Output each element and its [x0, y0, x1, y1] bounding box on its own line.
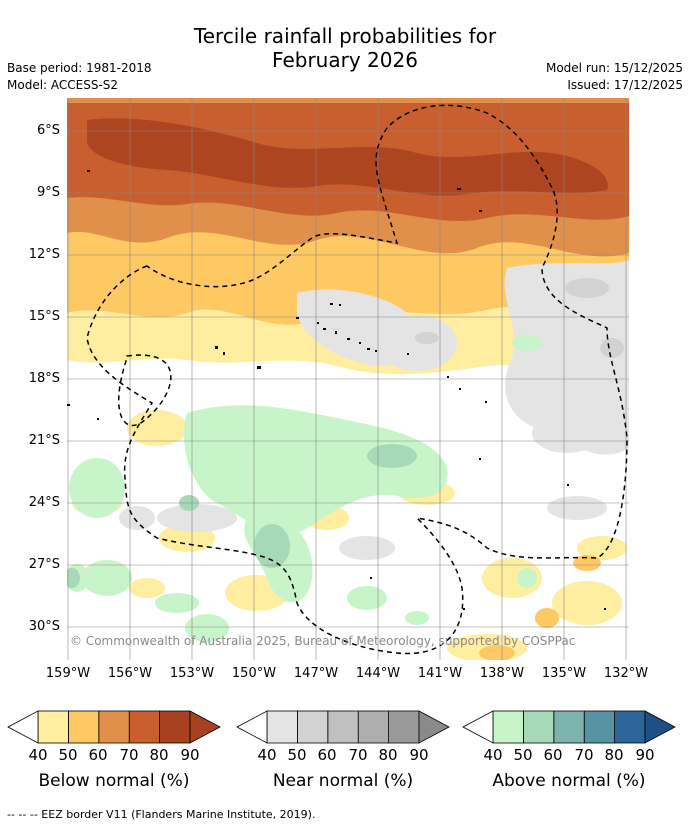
colorbar-segment	[266, 710, 298, 744]
cbar-above-tick: 60	[543, 746, 563, 764]
eez-border-main	[86, 104, 628, 655]
colorbar-segment	[98, 710, 130, 744]
copyright-credit: © Commonwealth of Australia 2025, Bureau…	[70, 634, 576, 648]
lon-label: 147°W	[293, 666, 339, 681]
colorbar-segment	[68, 710, 100, 744]
colorbar-near-high-arrow	[418, 710, 450, 744]
cbar-above-tick: 90	[635, 746, 655, 764]
map-title-line1: Tercile rainfall probabilities for	[193, 24, 497, 48]
colorbar-near-low-arrow	[236, 710, 268, 744]
colorbar-above-high-arrow	[644, 710, 676, 744]
colorbar-below-label: Below normal (%)	[38, 771, 190, 791]
issued-date: Issued: 17/12/2025	[567, 78, 683, 92]
colorbar-near-label: Near normal (%)	[272, 771, 414, 791]
lon-label: 153°W	[169, 666, 215, 681]
colorbar-above	[462, 710, 676, 744]
colorbar-below	[7, 710, 221, 744]
near-normal-50	[415, 278, 624, 358]
lat-label: 27°S	[28, 557, 60, 572]
colorbar-below-high-arrow	[189, 710, 221, 744]
cbar-below-tick: 70	[119, 746, 139, 764]
colorbar-segment	[523, 710, 555, 744]
lat-label: 18°S	[28, 371, 60, 386]
lat-gridlines	[67, 130, 629, 628]
cbar-below-tick: 50	[58, 746, 78, 764]
colorbar-near	[236, 710, 450, 744]
eez-border	[118, 354, 172, 427]
below-scatter-50	[479, 555, 601, 660]
cbar-near-tick: 60	[317, 746, 337, 764]
colorbar-segment	[614, 710, 646, 744]
colorbar-segment	[553, 710, 585, 744]
lon-label: 138°W	[479, 666, 525, 681]
lat-label: 9°S	[36, 185, 60, 200]
cbar-below-tick: 60	[88, 746, 108, 764]
lon-label: 150°W	[231, 666, 277, 681]
lon-gridlines	[67, 98, 627, 660]
colorbar-segment	[296, 710, 329, 744]
below-80-patch-1	[87, 118, 608, 196]
cbar-below-tick: 40	[28, 746, 48, 764]
lat-label: 12°S	[28, 247, 60, 262]
cbar-near-tick: 80	[378, 746, 398, 764]
lat-label: 15°S	[28, 309, 60, 324]
lon-label: 135°W	[541, 666, 587, 681]
cbar-above-tick: 50	[513, 746, 533, 764]
lon-label: 159°W	[45, 666, 91, 681]
colorbar-segment	[357, 710, 390, 744]
cbar-near-tick: 70	[348, 746, 368, 764]
lat-label: 30°S	[28, 619, 60, 634]
colorbar-above-label: Above normal (%)	[492, 771, 646, 791]
probability-map	[67, 98, 629, 660]
base-period: Base period: 1981-2018	[7, 61, 152, 75]
lon-label: 132°W	[603, 666, 649, 681]
cbar-below-tick: 90	[180, 746, 200, 764]
colorbars	[7, 710, 676, 744]
near-normal-zones	[119, 260, 629, 560]
colorbar-segment	[492, 710, 524, 744]
colorbar-below-low-arrow	[7, 710, 39, 744]
cbar-below-tick: 80	[149, 746, 169, 764]
lat-label: 24°S	[28, 495, 60, 510]
colorbar-segment	[37, 710, 69, 744]
map-canvas	[67, 98, 629, 660]
map-title-line2: February 2026	[272, 48, 418, 72]
islands	[67, 170, 606, 610]
colorbar-segment	[583, 710, 616, 744]
cbar-near-tick: 90	[409, 746, 429, 764]
lat-label: 21°S	[28, 433, 60, 448]
colorbar-segment	[159, 710, 191, 744]
lat-label: 6°S	[36, 123, 60, 138]
colorbar-segment	[128, 710, 160, 744]
cbar-above-tick: 70	[574, 746, 594, 764]
cbar-above-tick: 40	[483, 746, 503, 764]
colorbar-segment	[388, 710, 420, 744]
colorbar-above-low-arrow	[462, 710, 494, 744]
lon-label: 141°W	[417, 666, 463, 681]
eez-footnote: -- -- -- EEZ border V11 (Flanders Marine…	[7, 808, 316, 821]
model-name: Model: ACCESS-S2	[7, 78, 119, 92]
lon-label: 144°W	[355, 666, 401, 681]
cbar-near-tick: 40	[257, 746, 277, 764]
lon-label: 156°W	[107, 666, 153, 681]
cbar-above-tick: 80	[604, 746, 624, 764]
colorbar-segment	[327, 710, 359, 744]
model-run: Model run: 15/12/2025	[545, 61, 683, 75]
cbar-near-tick: 50	[287, 746, 307, 764]
